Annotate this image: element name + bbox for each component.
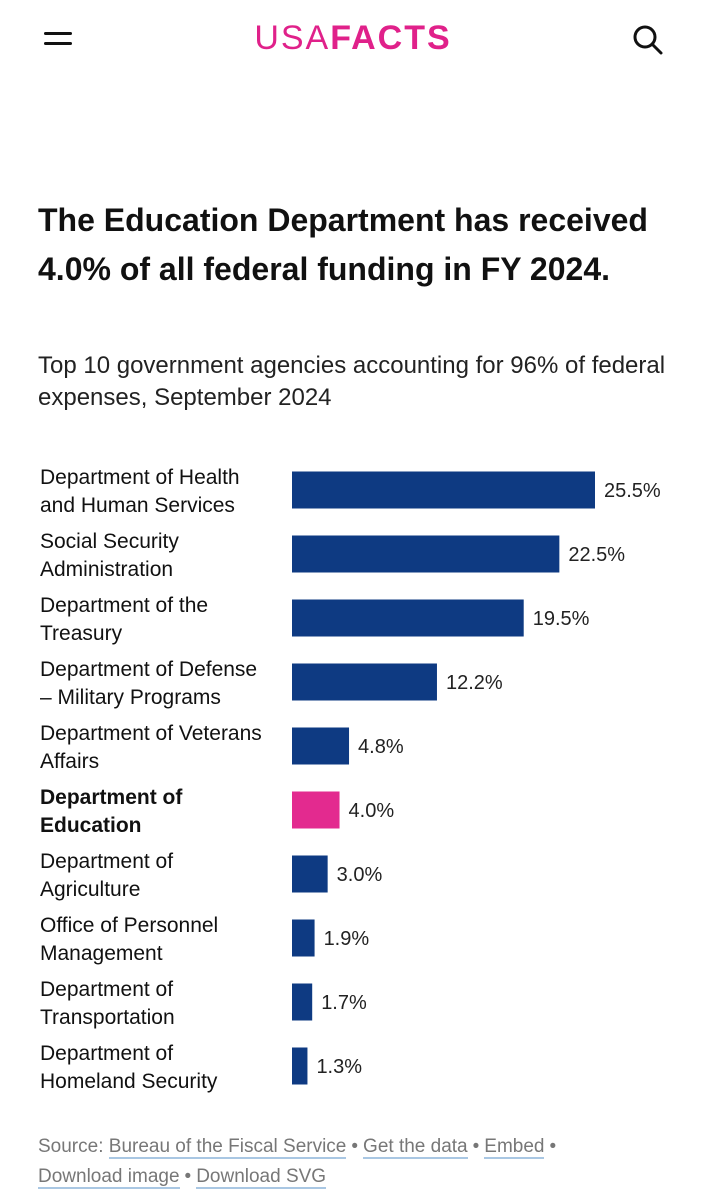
- category-label-line: – Military Programs: [40, 686, 221, 709]
- usafacts-logo[interactable]: USAFACTS: [0, 18, 706, 58]
- category-label: Department of the Treasury: [40, 594, 208, 645]
- category-label: Department of Veterans Affairs: [40, 722, 262, 773]
- category-label-line: Department of: [40, 850, 173, 873]
- category-label-line: Education: [40, 814, 142, 837]
- bar[interactable]: [292, 983, 313, 1021]
- category-label: Department of Homeland Security: [40, 1042, 218, 1093]
- category-label-line: and Human Services: [40, 494, 235, 517]
- category-label-line: Social Security: [40, 530, 179, 553]
- value-label: 1.3%: [316, 1056, 362, 1078]
- logo-facts-text: FACTS: [330, 19, 452, 57]
- menu-line: [44, 42, 72, 45]
- bar[interactable]: [292, 1047, 308, 1085]
- category-label: Social Security Administration: [40, 530, 179, 581]
- get-data-link[interactable]: Get the data: [363, 1136, 468, 1159]
- bar[interactable]: [292, 599, 524, 637]
- bar[interactable]: [292, 471, 595, 509]
- bar[interactable]: [292, 535, 560, 573]
- bar[interactable]: [292, 727, 350, 765]
- embed-link[interactable]: Embed: [484, 1136, 545, 1159]
- logo-usa-text: USA: [254, 19, 331, 57]
- value-label: 3.0%: [337, 864, 383, 886]
- category-label-line: Agriculture: [40, 878, 140, 901]
- category-label: Department of Health and Human Services: [40, 466, 240, 517]
- category-label-line: Department of Veterans: [40, 722, 262, 745]
- category-label-line: Transportation: [40, 1006, 175, 1029]
- hamburger-menu-icon[interactable]: [40, 26, 76, 52]
- category-label: Office of Personnel Management: [40, 914, 218, 965]
- bar[interactable]: [292, 791, 340, 829]
- value-label: 12.2%: [446, 672, 503, 694]
- category-label-line: Office of Personnel: [40, 914, 218, 937]
- separator: •: [472, 1136, 480, 1157]
- chart-footer: Source: Bureau of the Fiscal Service • Get…: [38, 1132, 678, 1192]
- category-label-line: Department of: [40, 1042, 173, 1065]
- source-link[interactable]: Bureau of the Fiscal Service: [108, 1136, 347, 1159]
- separator: •: [184, 1166, 192, 1187]
- category-label-line: Homeland Security: [40, 1070, 218, 1093]
- download-image-link[interactable]: Download image: [38, 1166, 180, 1189]
- category-label-line: Department of the: [40, 594, 208, 617]
- category-label-line: Affairs: [40, 750, 99, 773]
- category-label: Department of Education: [40, 786, 183, 837]
- category-label-line: Management: [40, 942, 163, 965]
- bar[interactable]: [292, 663, 437, 701]
- menu-line: [44, 32, 72, 35]
- value-label: 1.7%: [321, 992, 367, 1014]
- chart-title: The Education Department has received 4.…: [38, 202, 648, 287]
- category-label-line: Department of: [40, 786, 183, 809]
- bar[interactable]: [292, 855, 328, 893]
- category-label: Department of Agriculture: [40, 850, 173, 901]
- value-label: 1.9%: [324, 928, 370, 950]
- download-svg-link[interactable]: Download SVG: [196, 1166, 327, 1189]
- value-label: 4.8%: [358, 736, 404, 758]
- category-label-line: Department of Health: [40, 466, 240, 489]
- source-prefix: Source:: [38, 1136, 104, 1157]
- separator: •: [549, 1136, 557, 1157]
- category-label-line: Administration: [40, 558, 173, 581]
- value-label: 25.5%: [604, 480, 661, 502]
- value-label: 4.0%: [349, 800, 395, 822]
- category-label: Department of Defense – Military Programs: [40, 658, 257, 709]
- category-label: Department of Transportation: [40, 978, 175, 1029]
- separator: •: [351, 1136, 359, 1157]
- search-icon-graphic: [633, 25, 663, 55]
- category-label-line: Department of: [40, 978, 173, 1001]
- site-header: USAFACTS: [0, 0, 706, 80]
- bar[interactable]: [292, 919, 315, 957]
- category-label-line: Treasury: [40, 622, 123, 645]
- value-label: 22.5%: [568, 544, 625, 566]
- chart-subtitle: Top 10 government agencies accounting fo…: [38, 352, 666, 411]
- bar-chart: Department of Health and Human Services 25…: [40, 466, 661, 1093]
- value-label: 19.5%: [533, 608, 590, 630]
- search-icon[interactable]: [628, 20, 668, 60]
- category-label-line: Department of Defense: [40, 658, 257, 681]
